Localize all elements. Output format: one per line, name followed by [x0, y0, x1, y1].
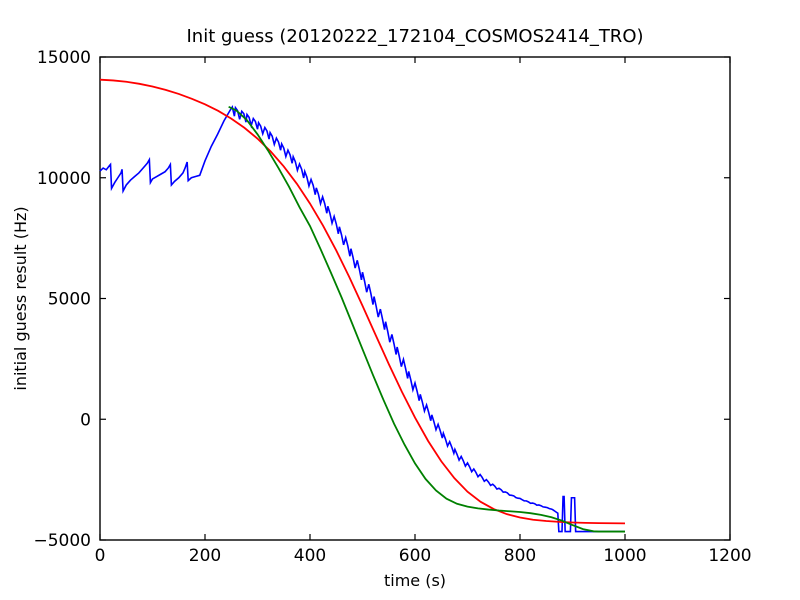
x-tick-label: 1200 [708, 546, 751, 566]
x-axis-ticks: 0 200 400 600 800 1000 1200 [95, 57, 752, 566]
x-tick-label: 200 [189, 546, 221, 566]
x-tick-label: 0 [95, 546, 106, 566]
chart-title: Init guess (20120222_172104_COSMOS2414_T… [186, 26, 643, 47]
series-line-measured [99, 105, 625, 533]
x-tick-label: 1000 [603, 546, 646, 566]
data-series-group [99, 78, 626, 533]
x-tick-label: 600 [399, 546, 431, 566]
x-tick-label: 800 [504, 546, 536, 566]
series-line-fit [228, 105, 625, 533]
x-axis-label: time (s) [384, 571, 446, 590]
y-tick-label: 5000 [48, 290, 91, 310]
series-line-model [99, 78, 626, 525]
y-tick-label: 0 [80, 410, 91, 430]
y-tick-label: 15000 [37, 48, 91, 68]
y-axis-label: initial guess result (Hz) [11, 206, 30, 390]
y-tick-label: −5000 [33, 531, 91, 551]
y-tick-label: 10000 [37, 169, 91, 189]
y-axis-ticks: −5000 0 5000 10000 15000 [33, 48, 730, 551]
x-tick-label: 400 [294, 546, 326, 566]
